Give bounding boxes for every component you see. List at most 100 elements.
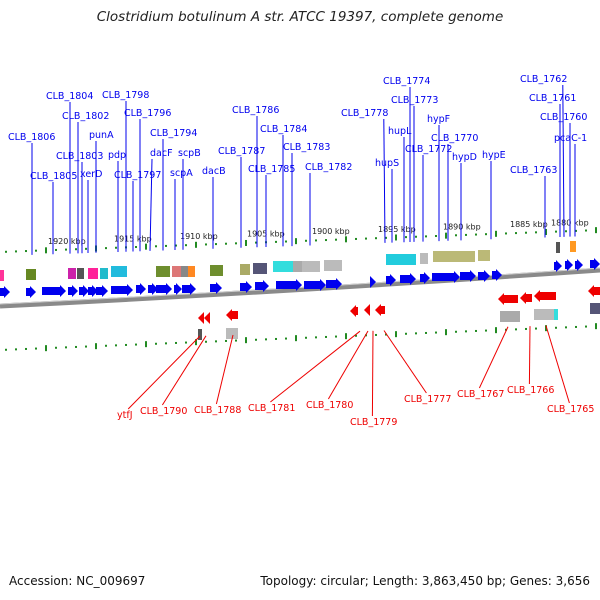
gene-arrow (350, 305, 358, 317)
top-tick-mark (315, 239, 317, 242)
bottom-tick-mark (95, 343, 97, 350)
cog-box (198, 329, 202, 340)
gene-label[interactable]: CLB_1806 (8, 132, 55, 143)
gene-label[interactable]: hypF (427, 114, 450, 125)
bottom-tick-mark (505, 328, 507, 331)
gene-label[interactable]: CLB_1774 (383, 76, 430, 87)
gene-label[interactable]: CLB_1784 (260, 124, 307, 135)
gene-arrow (420, 272, 430, 284)
gene-label[interactable]: hupS (375, 158, 399, 169)
scale-label: 1910 kbp (180, 232, 218, 241)
gene-label[interactable]: CLB_1779 (350, 417, 397, 428)
top-tick-mark (55, 248, 57, 251)
gene-leader-line (127, 335, 201, 410)
bottom-tick-mark (355, 334, 357, 337)
bottom-tick-mark (305, 336, 307, 339)
gene-label[interactable]: CLB_1777 (404, 394, 451, 405)
gene-label[interactable]: CLB_1781 (248, 403, 295, 414)
top-tick-mark (505, 232, 507, 235)
bottom-tick-mark (105, 344, 107, 347)
gene-label[interactable]: hypD (452, 152, 477, 163)
gene-label[interactable]: CLB_1802 (62, 111, 109, 122)
gene-label[interactable]: CLB_1790 (140, 406, 187, 417)
top-tick-mark (365, 237, 367, 240)
top-tick-mark (295, 238, 297, 245)
gene-label[interactable]: pcaC-1 (554, 133, 587, 144)
top-tick-mark (485, 233, 487, 236)
gene-label[interactable]: CLB_1765 (547, 404, 594, 415)
bottom-tick-mark (325, 335, 327, 338)
gene-arrow (136, 283, 146, 295)
top-tick-mark (255, 241, 257, 244)
gene-label[interactable]: dacF (150, 148, 173, 159)
gene-label[interactable]: hypE (482, 150, 506, 161)
gene-label[interactable]: CLB_1796 (124, 108, 171, 119)
gene-label[interactable]: CLB_1762 (520, 74, 567, 85)
bottom-tick-mark (195, 339, 197, 346)
cog-box (88, 268, 98, 279)
gene-label[interactable]: CLB_1772 (405, 144, 452, 155)
bottom-tick-mark (515, 328, 517, 331)
gene-label[interactable]: CLB_1780 (306, 400, 353, 411)
gene-label[interactable]: CLB_1787 (218, 146, 265, 157)
top-tick-mark (155, 245, 157, 248)
top-tick-mark (515, 232, 517, 235)
bottom-tick-mark (35, 347, 37, 350)
bottom-tick-mark (165, 342, 167, 345)
gene-label[interactable]: xerD (80, 169, 102, 180)
gene-label[interactable]: CLB_1761 (529, 93, 576, 104)
gene-label[interactable]: CLB_1760 (540, 112, 587, 123)
gene-arrow (148, 283, 158, 295)
gene-label[interactable]: scpA (170, 168, 193, 179)
gene-label[interactable]: CLB_1767 (457, 389, 504, 400)
gene-arrow (226, 309, 238, 321)
gene-label[interactable]: CLB_1794 (150, 128, 197, 139)
gene-label[interactable]: CLB_1778 (341, 108, 388, 119)
gene-label[interactable]: CLB_1786 (232, 105, 279, 116)
gene-label[interactable]: hupL (388, 126, 412, 137)
top-tick-mark (425, 235, 427, 238)
gene-label[interactable]: CLB_1785 (248, 164, 295, 175)
top-tick-mark (565, 230, 567, 233)
gene-label[interactable]: CLB_1788 (194, 405, 241, 416)
bottom-tick-mark (175, 341, 177, 344)
gene-label[interactable]: CLB_1782 (305, 162, 352, 173)
top-tick-mark (215, 243, 217, 246)
gene-arrow (375, 304, 385, 316)
bottom-tick-mark (575, 325, 577, 328)
cog-box (386, 254, 416, 265)
top-tick-mark (405, 236, 407, 239)
bottom-tick-mark (475, 329, 477, 332)
gene-label[interactable]: pdp (108, 150, 126, 161)
cog-box (210, 265, 223, 276)
gene-label[interactable]: CLB_1804 (46, 91, 93, 102)
gene-arrow (575, 259, 583, 271)
top-tick-mark (185, 244, 187, 247)
top-tick-mark (555, 230, 557, 233)
gene-label[interactable]: CLB_1797 (114, 170, 161, 181)
cog-box (100, 268, 108, 279)
gene-label[interactable]: CLB_1770 (431, 133, 478, 144)
gene-arrow (42, 285, 66, 297)
gene-arrow (174, 283, 182, 295)
gene-label[interactable]: CLB_1766 (507, 385, 554, 396)
bottom-tick-mark (135, 343, 137, 346)
gene-label[interactable]: CLB_1803 (56, 151, 103, 162)
gene-label[interactable]: CLB_1798 (102, 90, 149, 101)
gene-label[interactable]: punA (89, 130, 114, 141)
gene-label[interactable]: scpB (178, 148, 201, 159)
gene-label[interactable]: CLB_1773 (391, 95, 438, 106)
gene-label[interactable]: CLB_1763 (510, 165, 557, 176)
cog-box (590, 303, 600, 314)
gene-label[interactable]: ytfJ (117, 410, 133, 421)
top-tick-mark (75, 248, 77, 251)
gene-label[interactable]: dacB (202, 166, 226, 177)
gene-arrow (534, 290, 556, 302)
top-tick-mark (165, 244, 167, 247)
top-tick-mark (195, 241, 197, 248)
bottom-tick-mark (565, 326, 567, 329)
gene-label[interactable]: CLB_1783 (283, 142, 330, 153)
gene-label[interactable]: CLB_1805 (30, 171, 77, 182)
scale-label: 1920 kbp (48, 237, 86, 246)
bottom-tick-mark (315, 336, 317, 339)
